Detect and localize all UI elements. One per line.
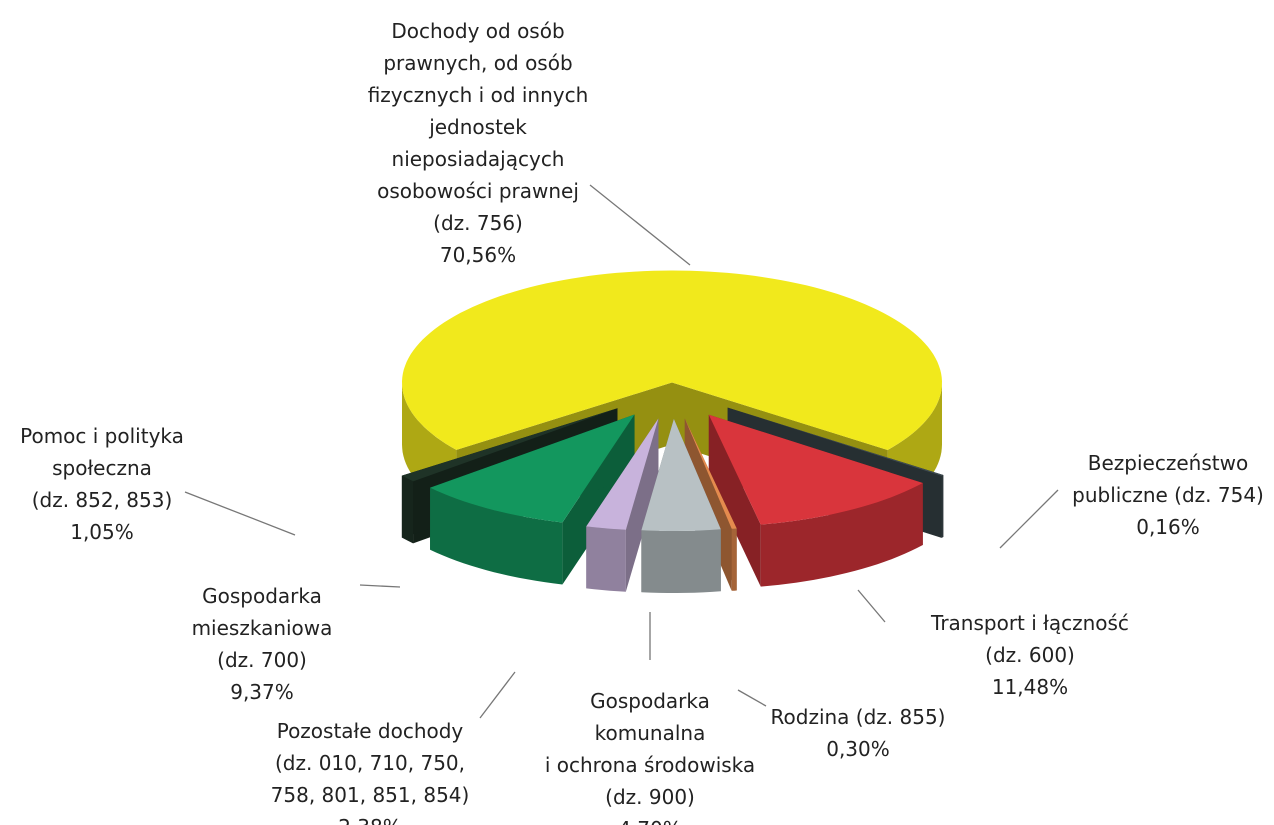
slice-side: [586, 526, 626, 592]
slice-label: 758, 801, 851, 854): [271, 783, 470, 807]
slice-label: (dz. 010, 710, 750,: [275, 751, 465, 775]
slice-label: Rodzina (dz. 855): [771, 705, 946, 729]
slice-side: [430, 487, 563, 585]
value-label: 9,37%: [230, 680, 294, 704]
slice-label: prawnych, od osób: [383, 51, 572, 75]
pie: [401, 270, 944, 593]
leader-line: [737, 689, 767, 707]
leader-line: [359, 584, 401, 588]
slice-label: nieposiadających: [392, 147, 565, 171]
labels: Dochody od osób prawnych, od osób fizyczny…: [20, 19, 1264, 825]
slice-label: Transport i łączność: [930, 611, 1129, 635]
slice: [727, 407, 944, 476]
value-label: 1,05%: [70, 520, 134, 544]
slice: [586, 418, 659, 530]
value-label: 4,70%: [618, 817, 682, 825]
value-label: 0,30%: [826, 737, 890, 761]
slice-side: [731, 528, 737, 591]
value-label: 11,48%: [992, 675, 1068, 699]
slice: [708, 414, 923, 525]
value-label: 2,38%: [338, 815, 402, 825]
slice-label: mieszkaniowa: [192, 616, 333, 640]
leader-line: [589, 184, 691, 266]
value-label: 70,56%: [440, 243, 516, 267]
slice-wall: [708, 414, 761, 587]
slice-label: (dz. 756): [433, 211, 523, 235]
slice: [641, 419, 721, 531]
slice-side: [760, 483, 923, 587]
slice-label: jednostek: [428, 115, 527, 139]
leader-line: [184, 491, 296, 536]
slice: [684, 418, 737, 529]
slice-label: osobowości prawnej: [377, 179, 579, 203]
slice: [402, 270, 942, 450]
slice: [401, 408, 618, 482]
slice-label: publiczne (dz. 754): [1072, 483, 1264, 507]
slice-label: Dochody od osób: [391, 19, 564, 43]
leader-line: [857, 589, 886, 623]
slice-label: Gospodarka: [202, 584, 322, 608]
slice-side: [401, 475, 414, 544]
slice-label: (dz. 900): [605, 785, 695, 809]
slice-label: społeczna: [52, 456, 152, 480]
slice-label: fizycznych i od innych: [368, 83, 589, 107]
slice-label: Pomoc i polityka: [20, 424, 184, 448]
slice-label: Pozostałe dochody: [277, 719, 464, 743]
value-label: 0,16%: [1136, 515, 1200, 539]
leader-line: [999, 489, 1059, 549]
slice: [430, 414, 635, 523]
slice-label: (dz. 700): [217, 648, 307, 672]
slice-side: [641, 529, 721, 593]
slice-label: i ochrona środowiska: [545, 753, 755, 777]
slice-label: (dz. 600): [985, 643, 1075, 667]
slice-label: komunalna: [595, 721, 706, 745]
slice-label: Gospodarka: [590, 689, 710, 713]
leader-line: [479, 671, 516, 719]
slice-label: (dz. 852, 853): [32, 488, 173, 512]
slice-side: [941, 475, 944, 538]
slice-label: Bezpieczeństwo: [1088, 451, 1248, 475]
